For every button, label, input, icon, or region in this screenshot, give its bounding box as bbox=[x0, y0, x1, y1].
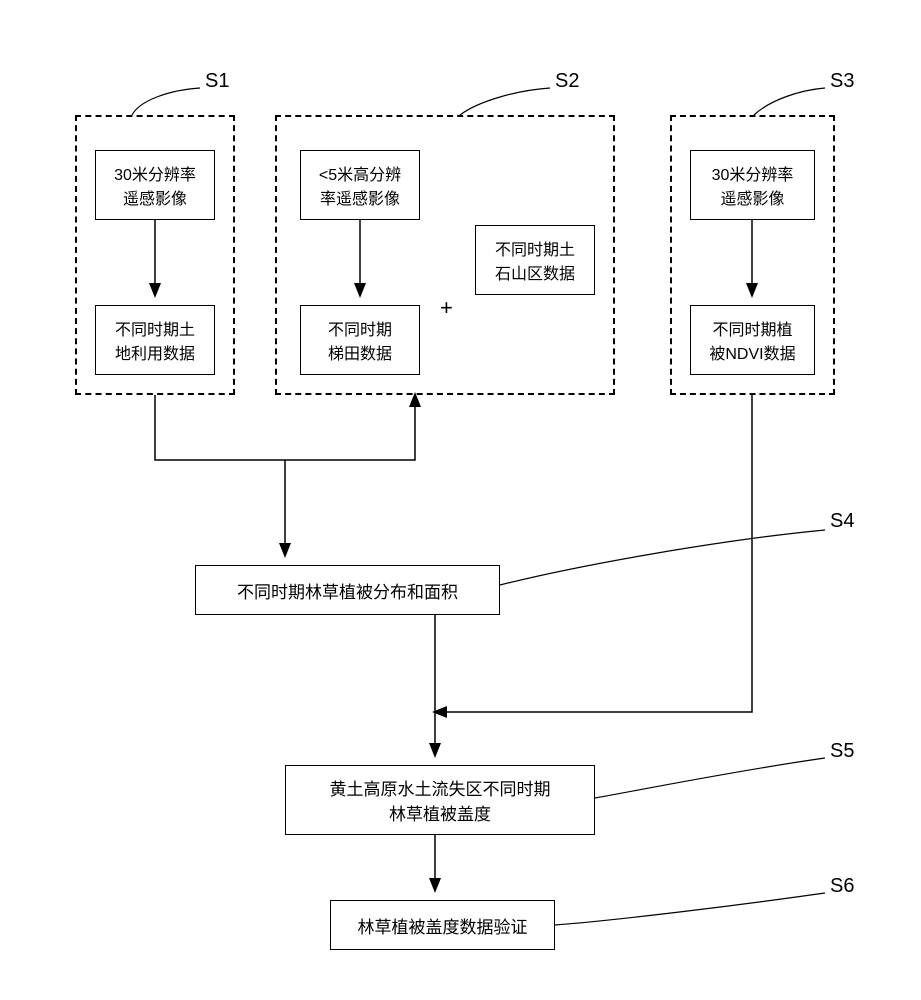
node-s2-bottom: 不同时期梯田数据 bbox=[300, 305, 420, 375]
label-text: S4 bbox=[830, 510, 854, 532]
plus-text: + bbox=[440, 295, 453, 320]
node-s6: 林草植被盖度数据验证 bbox=[330, 900, 555, 950]
node-s4: 不同时期林草植被分布和面积 bbox=[195, 565, 500, 615]
node-s2-right: 不同时期土石山区数据 bbox=[475, 225, 595, 295]
node-text: 不同时期梯田数据 bbox=[328, 316, 392, 364]
node-text: 30米分辨率遥感影像 bbox=[114, 161, 196, 209]
node-s2-top: <5米高分辨率遥感影像 bbox=[300, 150, 420, 220]
node-s3-bottom: 不同时期植被NDVI数据 bbox=[690, 305, 815, 375]
label-text: S5 bbox=[830, 740, 854, 762]
label-s3: S3 bbox=[830, 70, 854, 93]
node-s3-top: 30米分辨率遥感影像 bbox=[690, 150, 815, 220]
node-text: 林草植被盖度数据验证 bbox=[358, 913, 528, 938]
node-s1-bottom: 不同时期土地利用数据 bbox=[95, 305, 215, 375]
label-s1: S1 bbox=[205, 70, 229, 93]
label-s4: S4 bbox=[830, 510, 854, 533]
label-text: S6 bbox=[830, 875, 854, 897]
node-s5: 黄土高原水土流失区不同时期林草植被盖度 bbox=[285, 765, 595, 835]
node-text: 不同时期土地利用数据 bbox=[115, 316, 195, 364]
label-s2: S2 bbox=[555, 70, 579, 93]
node-s1-top: 30米分辨率遥感影像 bbox=[95, 150, 215, 220]
label-text: S2 bbox=[555, 70, 579, 92]
node-text: 30米分辨率遥感影像 bbox=[712, 161, 794, 209]
label-text: S1 bbox=[205, 70, 229, 92]
label-text: S3 bbox=[830, 70, 854, 92]
node-text: 不同时期植被NDVI数据 bbox=[709, 316, 795, 364]
node-text: <5米高分辨率遥感影像 bbox=[319, 161, 401, 209]
node-text: 黄土高原水土流失区不同时期林草植被盖度 bbox=[330, 775, 551, 825]
node-text: 不同时期林草植被分布和面积 bbox=[237, 578, 458, 603]
label-s5: S5 bbox=[830, 740, 854, 763]
plus-icon: + bbox=[440, 295, 453, 321]
label-s6: S6 bbox=[830, 875, 854, 898]
node-text: 不同时期土石山区数据 bbox=[495, 236, 575, 284]
